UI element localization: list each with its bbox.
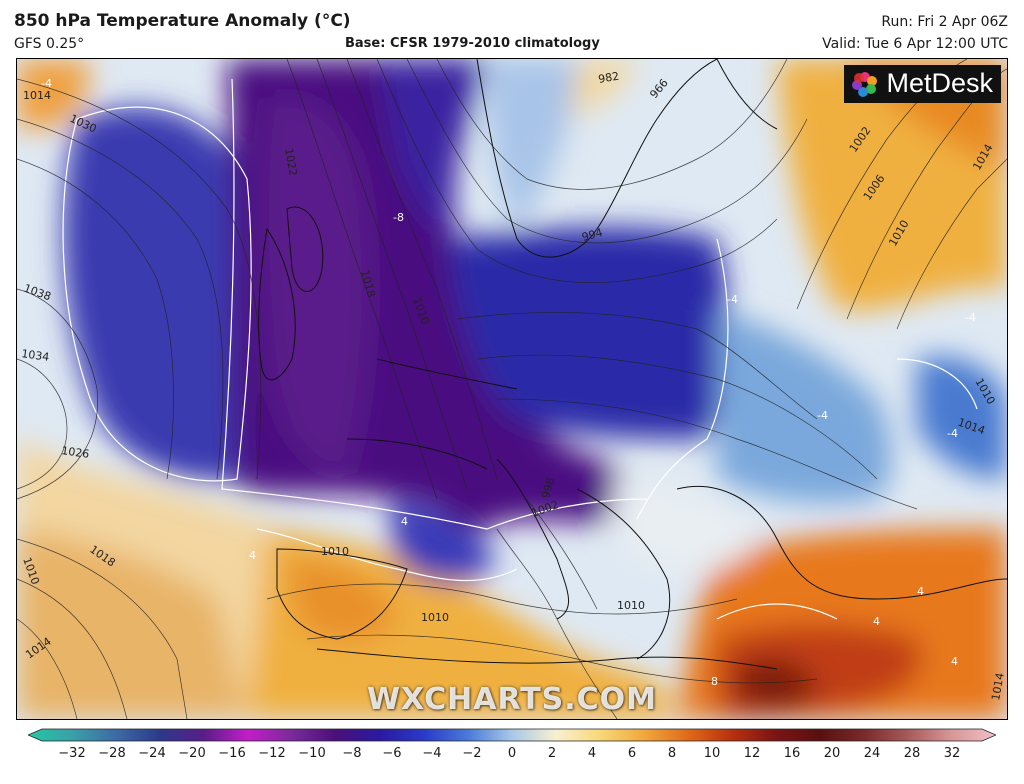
colorbar-bar [26, 728, 998, 742]
coastlines [258, 59, 1007, 670]
colorbar-tick-label: −12 [258, 746, 286, 761]
colorbar-tick-label: −16 [218, 746, 246, 761]
run-time-label: Run: Fri 2 Apr 06Z [881, 14, 1008, 30]
climatology-base-label: Base: CFSR 1979-2010 climatology [345, 36, 600, 51]
anomaly-label: 8 [711, 675, 718, 688]
colorbar-tick-label: −2 [462, 746, 482, 761]
isobar-label: 998 [539, 476, 557, 500]
anomaly-field [17, 59, 1007, 719]
anomaly-label: 4 [917, 585, 924, 598]
anomaly-label: -4 [947, 427, 958, 440]
anomaly-label: 4 [873, 615, 880, 628]
anomaly-map: 1030 1038 1034 1026 1010 1018 1014 1022 … [16, 58, 1008, 720]
anomaly-label: -4 [41, 77, 52, 90]
colorbar-ticks: −32 −28 −24 −20 −16 −12 −10 −8 −6 −4 −2 0 2 4 6 8 10 12 16… [28, 746, 996, 766]
metdesk-logo: MetDesk [844, 65, 1001, 103]
colorbar-tick-label: −32 [58, 746, 86, 761]
isobar-label: 1014 [989, 672, 1007, 702]
anomaly-label: 4 [401, 515, 408, 528]
colorbar-tick-label: 10 [703, 746, 721, 761]
anomaly-label: -4 [727, 293, 738, 306]
metdesk-logo-text: MetDesk [886, 68, 993, 98]
isobar-label: 1014 [23, 89, 51, 102]
colorbar-tick-label: 0 [507, 746, 517, 761]
anomaly-contours [62, 78, 978, 620]
colorbar-tick-label: −28 [98, 746, 126, 761]
isobar-label: 1034 [21, 347, 51, 364]
isobar-label: 994 [580, 226, 604, 244]
isobar-label: 1022 [282, 147, 300, 177]
colorbar-tick-label: −20 [178, 746, 206, 761]
colorbar: −32 −28 −24 −20 −16 −12 −10 −8 −6 −4 −2 0 2 4 6 8 10 12 16… [26, 726, 998, 776]
model-label: GFS 0.25° [14, 36, 85, 52]
isobar-label: 1010 [421, 611, 449, 624]
anomaly-label-layer: -8 -4 -4 -4 -4 4 4 4 4 8 4 -4 [41, 77, 976, 688]
anomaly-label: -8 [393, 211, 404, 224]
isobar-label: 982 [597, 70, 620, 86]
colorbar-tick-label: 6 [627, 746, 637, 761]
isobar-label: 1026 [61, 444, 91, 461]
colorbar-tick-label: 12 [743, 746, 761, 761]
colorbar-tick-label: −4 [422, 746, 442, 761]
colorbar-tick-label: 32 [943, 746, 961, 761]
isobar-label: 1010 [617, 599, 645, 612]
colorbar-tick-label: 4 [587, 746, 597, 761]
anomaly-label: -4 [817, 409, 828, 422]
colorbar-tick-label: 8 [667, 746, 677, 761]
anomaly-label: 4 [951, 655, 958, 668]
anomaly-label: 4 [249, 549, 256, 562]
metdesk-pinwheel-icon [852, 71, 878, 97]
anomaly-label: -4 [965, 311, 976, 324]
colorbar-tick-label: 20 [823, 746, 841, 761]
valid-time-label: Valid: Tue 6 Apr 12:00 UTC [822, 36, 1008, 52]
map-canvas: 1030 1038 1034 1026 1010 1018 1014 1022 … [17, 59, 1007, 719]
colorbar-tick-label: 28 [903, 746, 921, 761]
chart-title: 850 hPa Temperature Anomaly (°C) [14, 11, 351, 31]
colorbar-gradient [26, 728, 998, 742]
colorbar-tick-label: −8 [342, 746, 362, 761]
isobar-label: 1010 [321, 545, 349, 558]
colorbar-tick-label: −24 [138, 746, 166, 761]
watermark: WXCHARTS.COM [366, 682, 658, 717]
colorbar-tick-label: 2 [547, 746, 557, 761]
colorbar-tick-label: 24 [863, 746, 881, 761]
colorbar-tick-label: −6 [382, 746, 402, 761]
colorbar-tick-label: 16 [783, 746, 801, 761]
isobars [17, 59, 1007, 719]
colorbar-tick-label: −10 [298, 746, 326, 761]
